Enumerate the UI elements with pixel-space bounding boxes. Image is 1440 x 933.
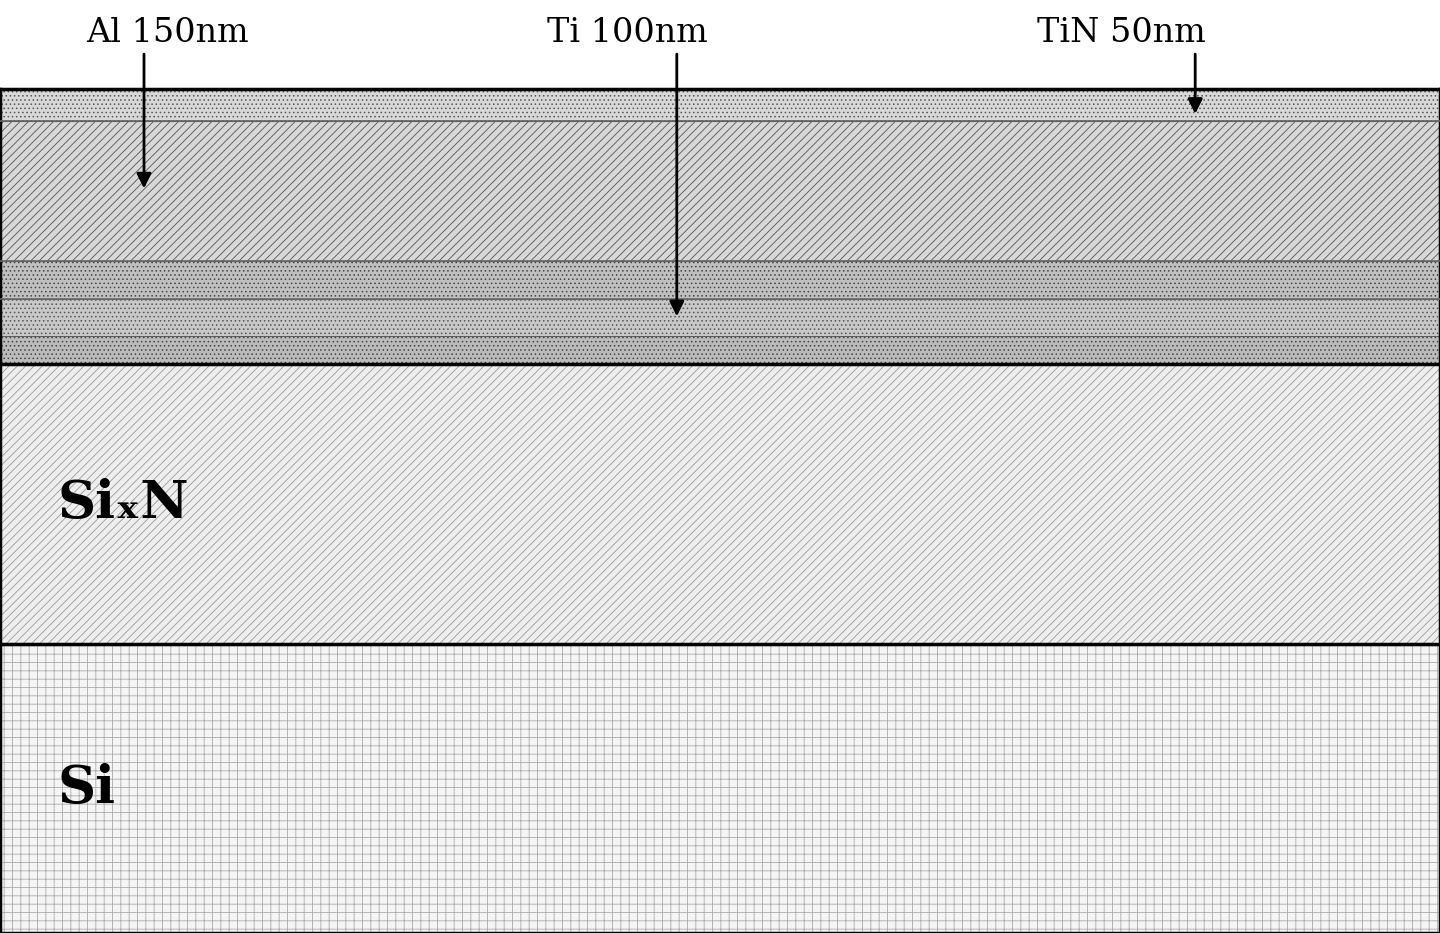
- Bar: [0, 261, 1440, 299]
- Text: Al 150nm: Al 150nm: [86, 17, 249, 49]
- Bar: [0, 364, 1440, 644]
- Text: TiN 50nm: TiN 50nm: [1037, 17, 1205, 49]
- Text: SiₓN: SiₓN: [58, 479, 189, 529]
- Text: Ti 100nm: Ti 100nm: [547, 17, 708, 49]
- Bar: [0, 644, 1440, 933]
- Bar: [0, 336, 1440, 364]
- Bar: [0, 89, 1440, 121]
- Bar: [0, 121, 1440, 261]
- Text: Si: Si: [58, 763, 115, 814]
- Bar: [0, 299, 1440, 336]
